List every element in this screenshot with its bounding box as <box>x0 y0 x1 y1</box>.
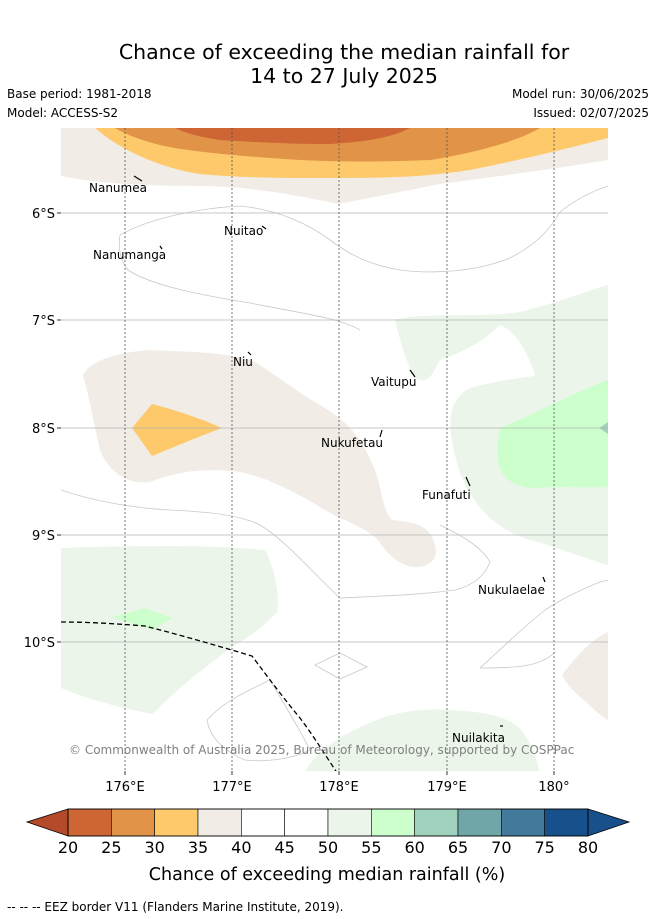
colorbar-cell <box>414 808 459 837</box>
zone-55-60-southwest <box>61 546 278 714</box>
model-name: Model: ACCESS-S2 <box>7 106 119 120</box>
island-vaitupu <box>409 369 416 378</box>
place-label-nanumanga: Nanumanga <box>93 248 166 262</box>
colorbar-cell <box>501 808 545 837</box>
lat-tick-6s: 6°S <box>32 207 55 222</box>
zone-40-45-central <box>83 350 436 568</box>
zone-35-40-central <box>132 404 222 456</box>
colorbar-tick-label: 80 <box>578 838 598 857</box>
colorbar-cell <box>154 808 199 837</box>
longitude-gridlines <box>124 128 555 771</box>
colorbar-tick-label: 50 <box>318 838 338 857</box>
colorbar-tick-label: 25 <box>101 838 121 857</box>
colorbar-tick-label: 55 <box>361 838 381 857</box>
eez-legend: -- -- -- EEZ border V11 (Flanders Marine… <box>7 900 344 914</box>
island-nukufetau <box>379 429 383 438</box>
lon-tick-177e: 177°E <box>212 780 252 795</box>
colorbar-tick-label: 30 <box>144 838 164 857</box>
zone-55-60-south <box>305 709 540 771</box>
colorbar-cell <box>457 808 502 837</box>
colorbar-cell <box>241 808 285 837</box>
island-funafuti <box>465 476 471 487</box>
colorbar-tick-label: 70 <box>491 838 511 857</box>
colorbar-tick-label: 35 <box>188 838 208 857</box>
place-label-nanumea: Nanumea <box>89 181 147 195</box>
island-nukulaelae <box>542 576 546 583</box>
contour-lines <box>61 185 608 762</box>
map-title: Chance of exceeding the median rainfall … <box>0 40 655 88</box>
colorbar-cell <box>197 808 242 837</box>
place-label-funafuti: Funafuti <box>422 488 471 502</box>
colorbar: 20 25 30 35 40 45 50 55 60 65 70 75 80 Chance of exc… <box>25 808 631 885</box>
island-nanumanga <box>159 245 163 250</box>
colorbar-cell <box>284 808 329 837</box>
colorbar-cell <box>544 808 589 837</box>
lon-tick-180: 180° <box>538 780 569 795</box>
zone-55-60-east <box>395 285 608 565</box>
colorbar-tick-label: 40 <box>231 838 251 857</box>
lon-tick-179e: 179°E <box>427 780 467 795</box>
colorbar-tick-label: 65 <box>448 838 468 857</box>
colorbar-tick-label: 20 <box>58 838 78 857</box>
colorbar-cell <box>327 808 372 837</box>
model-run: Model run: 30/06/2025 <box>511 87 649 101</box>
colorbar-title: Chance of exceeding median rainfall (%) <box>149 865 505 885</box>
zone-60-65-southwest <box>112 608 172 630</box>
title-line-1: Chance of exceeding the median rainfall … <box>118 40 570 64</box>
place-label-nuitao: Nuitao <box>224 224 263 238</box>
zone-60-65-east <box>497 380 608 488</box>
title-line-2: 14 to 27 July 2025 <box>250 64 438 88</box>
island-nuitao <box>261 225 267 230</box>
map-plot-area: Nanumea Nuitao Nanumanga Niu Vaitupu Nuk… <box>61 128 608 771</box>
lon-tick-178e: 178°E <box>319 780 359 795</box>
lat-tick-10s: 10°S <box>24 636 55 651</box>
colorbar-tick-label: 60 <box>404 838 424 857</box>
place-label-nukulaelae: Nukulaelae <box>478 583 545 597</box>
colorbar-high-extension <box>587 808 631 837</box>
colorbar-tick-label: 45 <box>274 838 294 857</box>
colorbar-cell <box>67 808 112 837</box>
place-label-vaitupu: Vaitupu <box>371 375 417 389</box>
axis-ticks <box>57 212 555 775</box>
island-niu <box>247 351 252 356</box>
base-period: Base period: 1981-2018 <box>7 87 152 101</box>
place-label-nukufetau: Nukufetau <box>321 436 383 450</box>
islands <box>133 175 546 727</box>
place-label-nuilakita: Nuilakita <box>452 731 505 745</box>
zone-40-45-southeast <box>562 632 608 720</box>
lat-tick-8s: 8°S <box>32 422 55 437</box>
colorbar-tick-label: 75 <box>534 838 554 857</box>
lon-tick-176e: 176°E <box>105 780 145 795</box>
eez-border <box>61 621 337 771</box>
zone-25-30-north <box>175 128 410 144</box>
latitude-gridlines <box>61 212 608 643</box>
lat-tick-9s: 9°S <box>32 529 55 544</box>
island-nanumea <box>133 175 143 182</box>
colorbar-frame <box>67 808 589 837</box>
colorbar-tick-labels: 20 25 30 35 40 45 50 55 60 65 70 75 80 <box>58 838 598 857</box>
colorbar-low-extension <box>25 808 69 837</box>
copyright-credit: © Commonwealth of Australia 2025, Bureau… <box>69 743 574 757</box>
colorbar-cell <box>371 808 415 837</box>
colorbar-cell <box>111 808 155 837</box>
colorbar-cells <box>67 808 589 837</box>
issued-date: Issued: 02/07/2025 <box>533 106 649 120</box>
place-label-niu: Niu <box>233 355 253 369</box>
lat-tick-7s: 7°S <box>32 314 55 329</box>
